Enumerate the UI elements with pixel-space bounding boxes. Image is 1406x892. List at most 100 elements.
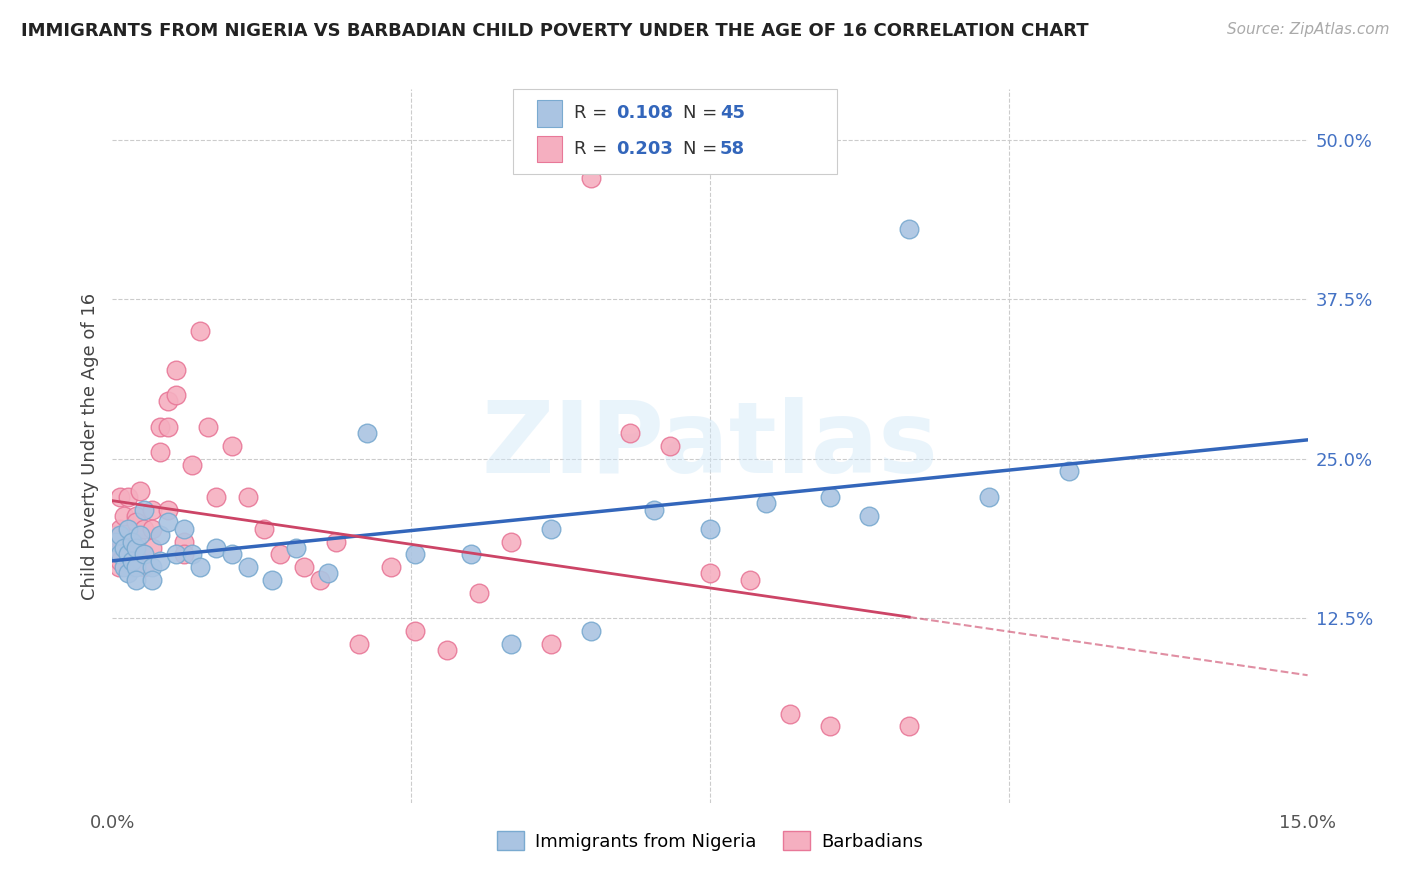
Point [173, 547, 195, 561]
Point [125, 547, 148, 561]
Point [499, 534, 522, 549]
Y-axis label: Child Poverty Under the Age of 16: Child Poverty Under the Age of 16 [80, 293, 98, 599]
Point [125, 509, 148, 524]
Point [114, 541, 135, 555]
Point [205, 490, 228, 504]
Point [134, 547, 156, 561]
Point [779, 706, 801, 721]
Point [141, 560, 163, 574]
Point [197, 420, 219, 434]
Point [134, 502, 156, 516]
Point [105, 547, 128, 561]
Point [325, 534, 347, 549]
Point [114, 560, 135, 574]
Point [181, 547, 204, 561]
Point [141, 522, 163, 536]
Point [157, 394, 180, 409]
Point [117, 566, 139, 581]
Point [349, 636, 371, 650]
Point [260, 573, 283, 587]
Point [579, 171, 602, 186]
Point [110, 522, 132, 536]
Point [165, 362, 187, 376]
Point [141, 502, 163, 516]
Point [468, 585, 491, 599]
Point [165, 547, 187, 561]
Point [110, 554, 132, 568]
Text: 0.203: 0.203 [616, 140, 672, 158]
Point [121, 534, 143, 549]
Point [755, 496, 778, 510]
Point [121, 560, 143, 574]
Point [141, 541, 163, 555]
Point [157, 502, 180, 516]
Point [149, 528, 172, 542]
Point [221, 547, 243, 561]
Point [105, 534, 128, 549]
Point [460, 547, 482, 561]
Point [858, 509, 880, 524]
Text: 0.108: 0.108 [616, 104, 673, 122]
Point [205, 541, 228, 555]
Text: Source: ZipAtlas.com: Source: ZipAtlas.com [1226, 22, 1389, 37]
Point [738, 573, 761, 587]
Point [157, 420, 180, 434]
Point [121, 554, 143, 568]
Point [117, 490, 139, 504]
Point [173, 522, 195, 536]
Point [818, 719, 841, 733]
Text: N =: N = [683, 104, 723, 122]
Text: 58: 58 [720, 140, 745, 158]
Point [380, 560, 402, 574]
Point [236, 490, 259, 504]
Point [149, 554, 172, 568]
Point [129, 483, 152, 498]
Point [125, 560, 148, 574]
Point [149, 445, 172, 459]
Point [108, 560, 131, 574]
Legend: Immigrants from Nigeria, Barbadians: Immigrants from Nigeria, Barbadians [489, 824, 931, 858]
Point [104, 528, 127, 542]
Point [1057, 465, 1080, 479]
Point [356, 426, 378, 441]
Text: ZIPatlas: ZIPatlas [482, 398, 938, 494]
Point [236, 560, 259, 574]
Point [284, 541, 307, 555]
Point [898, 719, 921, 733]
Point [125, 541, 148, 555]
Point [181, 458, 204, 472]
Point [173, 534, 195, 549]
Point [134, 560, 156, 574]
Point [499, 636, 522, 650]
Text: R =: R = [574, 140, 613, 158]
Point [977, 490, 1000, 504]
Point [404, 624, 426, 638]
Point [117, 534, 139, 549]
Point [129, 528, 152, 542]
Point [221, 439, 243, 453]
Point [149, 420, 172, 434]
Point [134, 547, 156, 561]
Point [898, 222, 921, 236]
Point [110, 528, 132, 542]
Point [316, 566, 339, 581]
Text: N =: N = [683, 140, 723, 158]
Point [308, 573, 330, 587]
Point [114, 509, 135, 524]
Point [110, 490, 132, 504]
Point [699, 566, 721, 581]
Text: 45: 45 [720, 104, 745, 122]
Point [117, 522, 139, 536]
Point [141, 573, 163, 587]
Point [165, 388, 187, 402]
Point [643, 502, 665, 516]
Point [157, 516, 180, 530]
Text: IMMIGRANTS FROM NIGERIA VS BARBADIAN CHILD POVERTY UNDER THE AGE OF 16 CORRELATI: IMMIGRANTS FROM NIGERIA VS BARBADIAN CHI… [21, 22, 1088, 40]
Point [125, 516, 148, 530]
Point [253, 522, 276, 536]
Point [117, 547, 139, 561]
Point [134, 522, 156, 536]
Point [114, 541, 135, 555]
Point [110, 547, 132, 561]
Point [125, 534, 148, 549]
